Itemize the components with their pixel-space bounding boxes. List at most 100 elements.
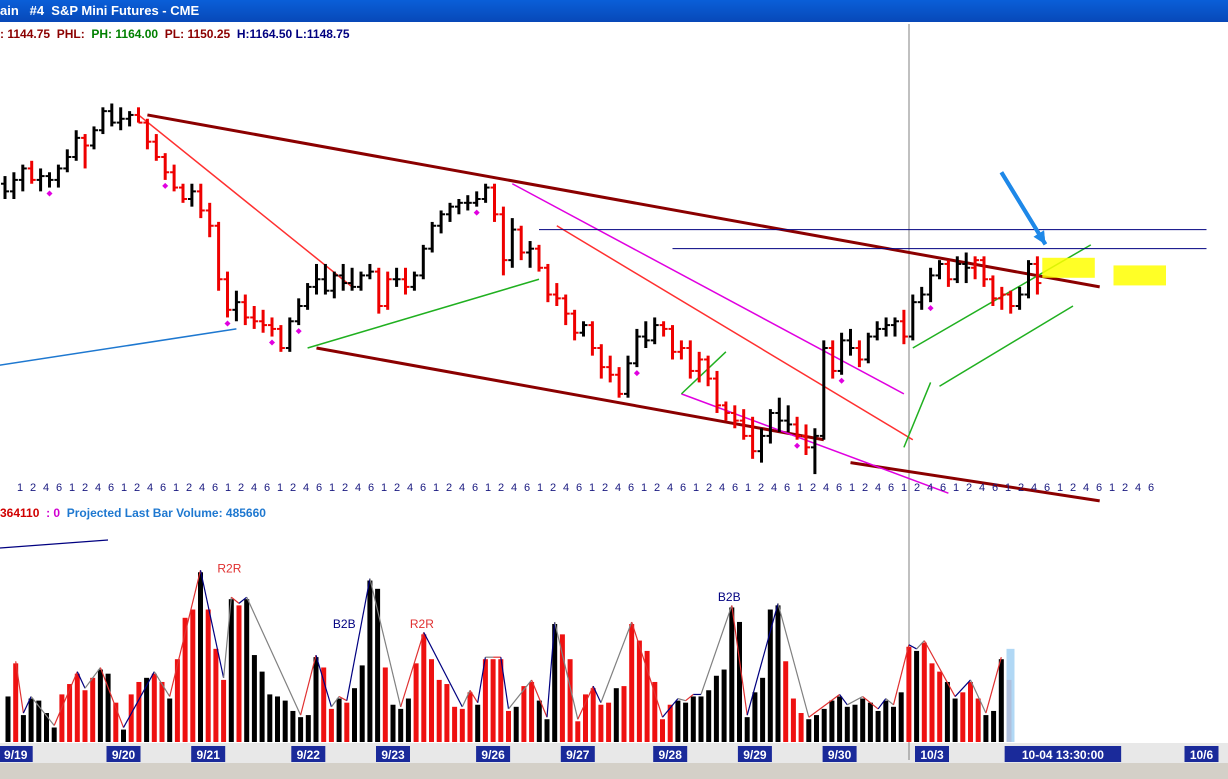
volume-bar (952, 698, 958, 742)
price-bar (757, 428, 766, 463)
price-bar (980, 256, 988, 287)
price-bar (650, 317, 659, 345)
volume-bar (159, 681, 165, 742)
volume-bar (837, 696, 843, 742)
volume-bar (13, 663, 19, 742)
volume-bar (891, 706, 896, 742)
price-bar (864, 332, 873, 364)
price-bar (588, 321, 597, 356)
price-bar (490, 183, 499, 222)
price-bar (81, 134, 90, 169)
volume-bar (975, 698, 981, 742)
price-bar (526, 241, 535, 268)
pivot-marker-layer (46, 182, 934, 449)
hour-tick-label: 4 (1135, 482, 1141, 494)
date-label: 9/29 (743, 748, 767, 762)
volume-bar (251, 655, 257, 742)
volume-bar (190, 609, 196, 742)
price-bar (624, 355, 632, 398)
volume-bar (405, 698, 411, 742)
date-label-bg (291, 746, 326, 762)
price-bar (721, 401, 730, 421)
hour-tick-label: 4 (823, 482, 829, 494)
hour-tick-label: 1 (1109, 482, 1115, 494)
price-bar (1006, 290, 1015, 314)
pivot-marker (162, 182, 169, 189)
volume-bar (97, 669, 103, 742)
hour-tick-label: 2 (30, 482, 36, 494)
hour-tick-label: 6 (56, 482, 62, 494)
volume-zigzag-segment (985, 657, 1002, 714)
hour-tick-label: 6 (420, 482, 426, 494)
price-bar (232, 290, 241, 322)
date-label: 9/26 (481, 748, 505, 762)
volume-bar (144, 677, 150, 742)
hour-tick-label: 4 (719, 482, 725, 494)
price-bar (917, 286, 926, 310)
volume-bar (90, 677, 96, 742)
ph-value: PH: 1164.00 (91, 27, 159, 41)
volume-bar (182, 617, 188, 742)
date-label: 9/30 (828, 748, 852, 762)
high-low-value: H:1164.50 L:1148.75 (236, 27, 350, 41)
volume-bar (552, 624, 558, 742)
price-bar (223, 271, 232, 318)
highlight-box (1042, 257, 1095, 278)
hour-tick-label: 6 (680, 482, 686, 494)
volume-bar (713, 675, 719, 742)
volume-zigzag-segment (230, 596, 240, 604)
price-bar (810, 428, 819, 475)
volume-bar (359, 665, 365, 742)
volume-bar (236, 605, 242, 742)
price-bar (1033, 256, 1042, 295)
volume-zigzag-segment (777, 603, 810, 718)
price-bar (179, 183, 187, 203)
volume-bar (960, 692, 966, 742)
projected-volume-bar (1006, 648, 1015, 742)
hour-tick-label: 6 (368, 482, 374, 494)
volume-bar (559, 634, 565, 742)
volume-bar (305, 715, 311, 742)
price-bar (499, 206, 508, 276)
volume-bar (51, 727, 57, 742)
hour-tick-label: 6 (472, 482, 478, 494)
hour-tick-label: 6 (628, 482, 634, 494)
volume-zigzag-segment (731, 605, 748, 716)
price-bar (793, 416, 802, 440)
volume-bar (128, 694, 134, 742)
volume-zigzag-segment (169, 570, 202, 697)
volume-zigzag-segment (330, 696, 340, 708)
volume-bar (67, 684, 73, 742)
highlight-box (1113, 265, 1166, 286)
volume-bar (290, 710, 296, 742)
price-bar (819, 340, 828, 440)
hour-tick-label: 1 (277, 482, 283, 494)
price-bar (170, 164, 179, 192)
volume-bar (806, 719, 812, 742)
volume-bar (151, 673, 157, 742)
volume-annotation: R2R (217, 561, 241, 575)
price-bar (303, 283, 312, 310)
volume-bar (205, 609, 211, 742)
hour-tick-label: 2 (446, 482, 452, 494)
trendline-channel_top (147, 113, 1100, 289)
price-bar (152, 134, 161, 161)
price-bar (401, 267, 410, 295)
hour-tick-label: 4 (355, 482, 361, 494)
price-bar (27, 160, 36, 184)
volume-bar-layer (5, 572, 1015, 742)
volume-zigzag-segment (346, 578, 371, 701)
price-bar (36, 168, 45, 192)
volume-zigzag-segment (577, 685, 594, 720)
hour-tick-label: 2 (758, 482, 764, 494)
volume-bar (775, 605, 781, 742)
volume-bar (198, 572, 203, 742)
price-bar (9, 172, 18, 200)
hour-tick-label: 2 (602, 482, 608, 494)
volume-zigzag-segment (923, 640, 956, 697)
hour-tick-label: 4 (979, 482, 985, 494)
volume-bar (937, 671, 943, 742)
price-bar (45, 172, 54, 188)
price-bar (828, 340, 837, 379)
